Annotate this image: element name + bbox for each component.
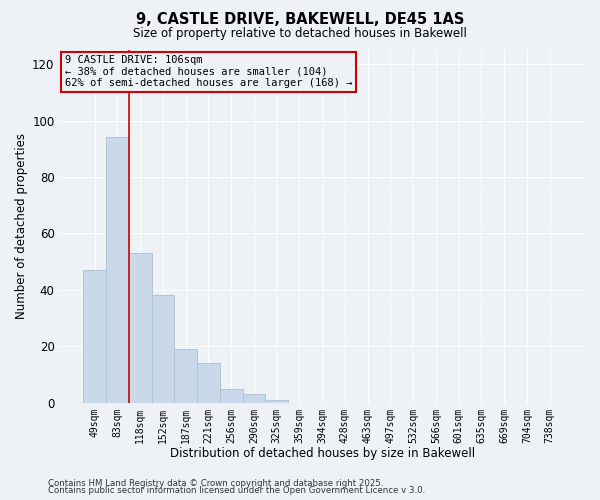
Text: 9, CASTLE DRIVE, BAKEWELL, DE45 1AS: 9, CASTLE DRIVE, BAKEWELL, DE45 1AS xyxy=(136,12,464,28)
Text: Contains public sector information licensed under the Open Government Licence v : Contains public sector information licen… xyxy=(48,486,425,495)
Bar xyxy=(129,253,152,402)
Bar xyxy=(175,349,197,403)
Bar xyxy=(106,138,129,402)
Bar xyxy=(242,394,265,402)
Bar xyxy=(265,400,288,402)
Bar xyxy=(152,296,175,403)
X-axis label: Distribution of detached houses by size in Bakewell: Distribution of detached houses by size … xyxy=(170,447,475,460)
Y-axis label: Number of detached properties: Number of detached properties xyxy=(15,134,28,320)
Text: Size of property relative to detached houses in Bakewell: Size of property relative to detached ho… xyxy=(133,28,467,40)
Bar xyxy=(197,363,220,403)
Bar xyxy=(83,270,106,402)
Bar xyxy=(220,388,242,402)
Text: 9 CASTLE DRIVE: 106sqm
← 38% of detached houses are smaller (104)
62% of semi-de: 9 CASTLE DRIVE: 106sqm ← 38% of detached… xyxy=(65,56,352,88)
Text: Contains HM Land Registry data © Crown copyright and database right 2025.: Contains HM Land Registry data © Crown c… xyxy=(48,478,383,488)
